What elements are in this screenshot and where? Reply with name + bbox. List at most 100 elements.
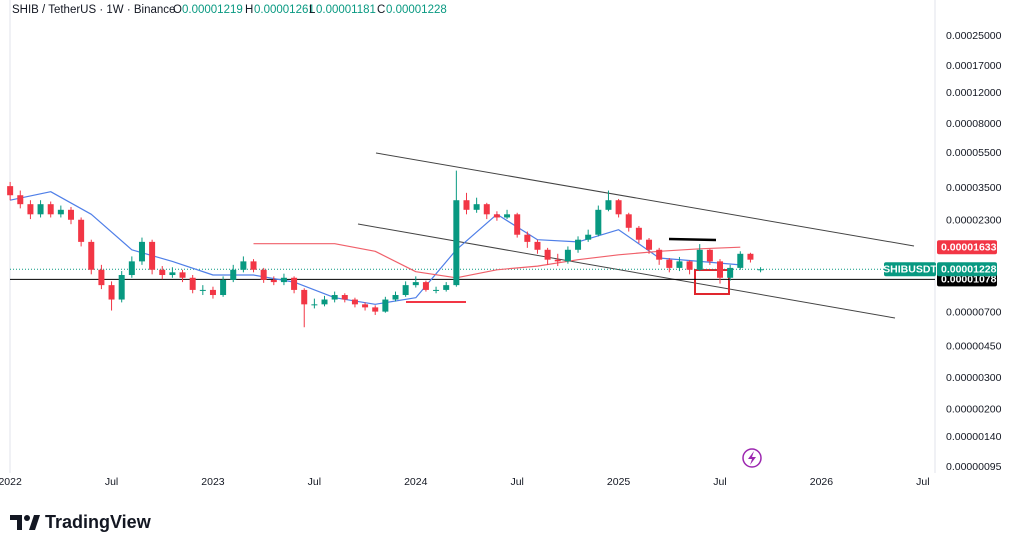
candle-body	[483, 204, 490, 215]
candle-body	[138, 241, 145, 262]
symbol-tag-bg	[884, 262, 936, 277]
candle-body	[463, 200, 470, 210]
ohlc-header: O 0.00001219 H 0.00001261 L 0.00001181 C…	[173, 4, 447, 16]
candle-body	[199, 289, 206, 291]
x-tick-label: 2026	[810, 476, 834, 488]
candle-body	[595, 209, 602, 235]
logo-mark	[10, 515, 22, 530]
logo	[10, 515, 40, 530]
trendline-upper	[375, 152, 915, 247]
candle-body	[118, 275, 125, 300]
candle-body	[362, 304, 369, 308]
candle-body	[504, 214, 511, 218]
ohlc-letter: O	[173, 4, 182, 16]
candle-body	[169, 272, 176, 276]
candle-body	[392, 295, 399, 300]
ohlc-letter: H	[245, 4, 253, 16]
candle-body	[341, 295, 348, 300]
ma-price-tag-bg	[937, 240, 997, 255]
candle-body	[564, 249, 571, 262]
logo-mark	[29, 515, 40, 530]
candle-body	[311, 304, 318, 306]
candle-body	[585, 234, 592, 240]
candle-body	[646, 239, 653, 250]
y-tick-label: 0.00000450	[946, 341, 1002, 353]
candle-body	[88, 241, 95, 270]
y-tick-label: 0.00025000	[946, 30, 1002, 42]
candle-body	[422, 282, 429, 290]
candle-body	[544, 249, 551, 260]
y-tick-label: 0.00000095	[946, 461, 1002, 473]
candle-body	[717, 261, 724, 278]
y-tick-label: 0.00000300	[946, 372, 1002, 384]
candle-body	[209, 289, 216, 296]
ohlc-value: 0.00001181	[316, 4, 376, 16]
y-tick-label: 0.00000140	[946, 431, 1002, 443]
candle-body	[666, 259, 673, 268]
ohlc-value: 0.00001219	[182, 4, 243, 16]
y-tick-label: 0.00012000	[946, 87, 1002, 99]
trendline-lower	[357, 223, 896, 319]
candle-body	[686, 261, 693, 270]
candle-body	[270, 279, 277, 283]
resistance-mark	[668, 237, 717, 242]
candle-body	[402, 285, 409, 296]
candle-body	[453, 200, 460, 286]
ma-price-tag: 0.00001633	[941, 242, 997, 254]
candle-body	[706, 249, 713, 262]
level-price-tag: 0.00001078	[941, 274, 997, 286]
candle-body	[615, 200, 622, 215]
candle-body	[149, 241, 156, 270]
candle-body	[534, 241, 541, 250]
candle-body	[554, 259, 561, 262]
candle-body	[331, 295, 338, 300]
candle-body	[78, 219, 85, 242]
candle-body	[443, 285, 450, 290]
candle-body	[280, 277, 287, 283]
candle-body	[240, 261, 247, 270]
candle-body	[524, 234, 531, 242]
last-price-tag: 0.00001228	[941, 264, 997, 276]
highlight-box	[694, 269, 730, 295]
alert-bolt	[748, 451, 756, 465]
candle-body	[57, 209, 64, 215]
candle-body	[372, 307, 379, 312]
candle-body	[37, 204, 44, 215]
logo-mark	[24, 515, 30, 521]
candle-body	[412, 282, 419, 286]
x-tick-label: Jul	[105, 476, 118, 488]
candle-body	[635, 227, 642, 240]
x-tick-label: Jul	[308, 476, 321, 488]
candle-body	[605, 200, 612, 210]
x-tick-label: 2022	[0, 476, 22, 488]
x-tick-label: Jul	[510, 476, 523, 488]
candle-body	[696, 249, 703, 270]
candle-body	[250, 261, 257, 270]
candle-body	[47, 204, 54, 215]
candle-body	[382, 299, 389, 312]
candle-body	[17, 195, 24, 205]
alert-circle	[742, 448, 762, 468]
ohlc-letter: C	[377, 4, 385, 16]
x-tick-label: 2025	[607, 476, 631, 488]
y-tick-label: 0.00003500	[946, 182, 1002, 194]
x-tick-label: 2023	[201, 476, 225, 488]
candle-body	[98, 269, 105, 286]
candle-body	[301, 289, 308, 305]
candle-body	[7, 186, 14, 196]
y-tick-label: 0.00000200	[946, 403, 1002, 415]
candle-body	[108, 285, 115, 300]
candle-body	[514, 214, 521, 235]
symbol: SHIB / TetherUS · 1W · Binance	[12, 4, 175, 16]
candle-body	[291, 277, 298, 290]
candle-body	[433, 289, 440, 291]
alert-icon[interactable]	[742, 448, 762, 468]
y-tick-label: 0.00005500	[946, 147, 1002, 159]
candle-body	[220, 279, 227, 296]
moving-average	[9, 191, 741, 305]
candle-body	[27, 204, 34, 215]
y-tick-label: 0.00008000	[946, 118, 1002, 130]
candle-body	[67, 209, 74, 220]
candle-body	[493, 214, 500, 218]
